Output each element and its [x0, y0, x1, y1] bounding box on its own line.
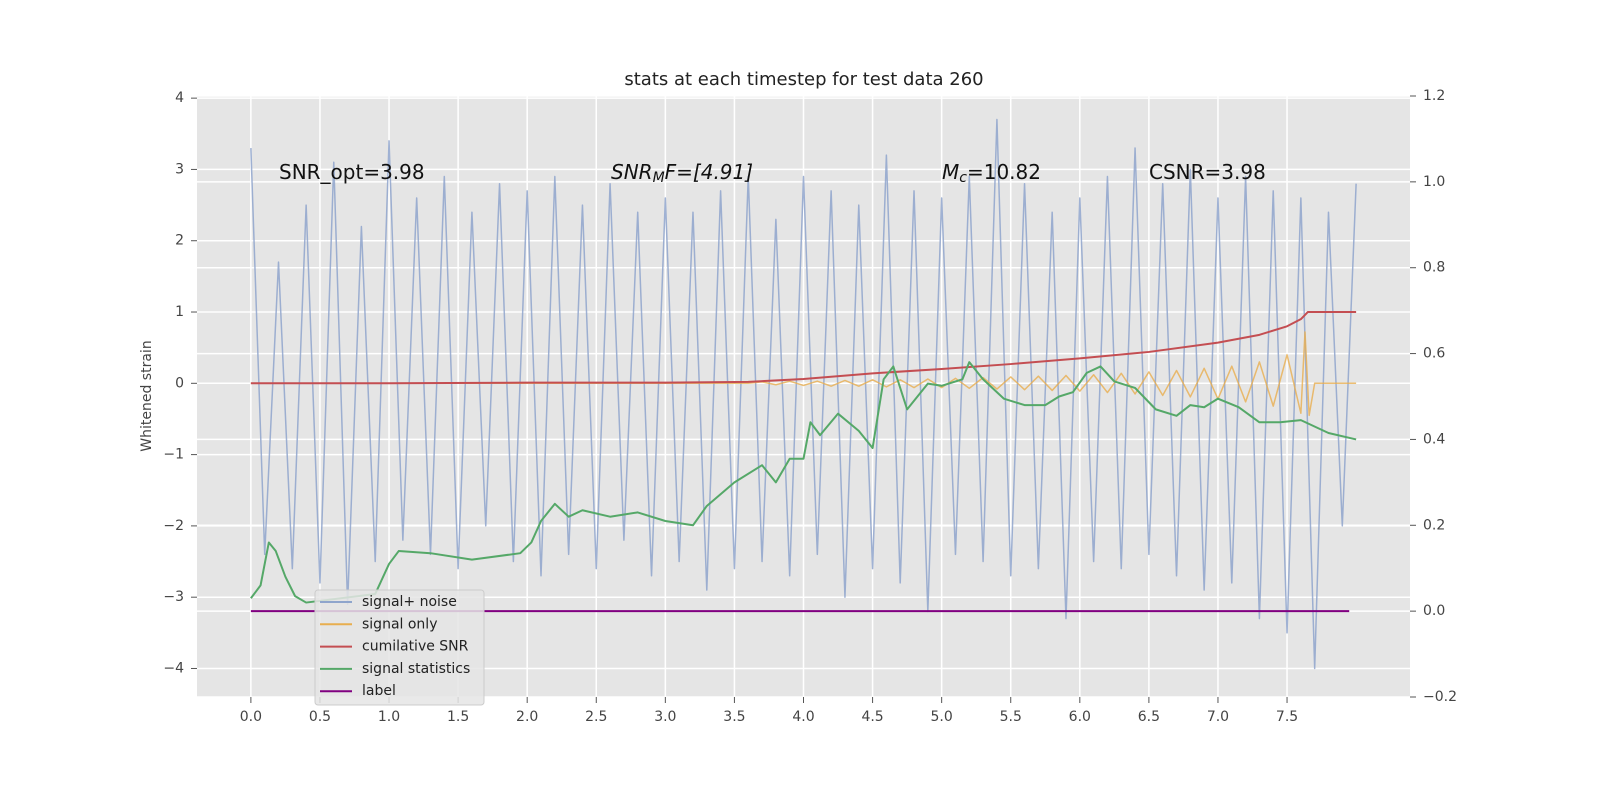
x-tick-label: 1.0 [378, 709, 400, 725]
annotations: SNR_opt=3.98 SNRMF=[4.91] Mc=10.82 CSNR=3.9… [279, 160, 1266, 187]
series-line [250, 311, 1357, 385]
x-tick-label: 7.0 [1207, 709, 1229, 725]
y-tick-label: 0 [175, 375, 184, 391]
annotation-part: c [959, 170, 967, 186]
y2-tick-label: 0.2 [1423, 517, 1445, 533]
y-tick-label: −4 [163, 660, 184, 676]
annotation: CSNR=3.98 [1149, 160, 1266, 184]
annotation-part: =10.82 [967, 160, 1041, 184]
x-tick-label: 7.5 [1276, 709, 1298, 725]
legend-label: cumilative SNR [362, 639, 469, 655]
y2-tick-label: 0.8 [1423, 260, 1445, 276]
y-tick-label: 4 [175, 90, 184, 106]
annotation: Mc=10.82 [942, 160, 1041, 187]
legend-label: signal only [362, 616, 437, 632]
y2-tick-label: 1.0 [1423, 174, 1445, 190]
x-tick-label: 2.0 [516, 709, 538, 725]
legend-box [314, 589, 485, 706]
x-tick-label: 4.5 [861, 709, 883, 725]
y-tick-label: 3 [175, 161, 184, 177]
y2-tick-label: −0.2 [1423, 689, 1457, 705]
annotation-part: F=[4.91] [665, 160, 753, 184]
annotation-part: SNR [611, 160, 653, 184]
y-axis-label: Whitened strain [139, 340, 155, 451]
annotation-part: CSNR=3.98 [1149, 160, 1266, 184]
legend-label: label [362, 683, 396, 699]
annotation-part: M [942, 160, 959, 184]
x-tick-label: 2.5 [585, 709, 607, 725]
chart-title: stats at each timestep for test data 260 [624, 69, 983, 90]
y-tick-label: 2 [175, 233, 184, 249]
y-tick-label: −2 [163, 518, 184, 534]
x-tick-label: 6.5 [1138, 709, 1160, 725]
series-line [250, 331, 1357, 417]
legend: signal+ noise signal only cumilative SNR si… [314, 589, 485, 706]
annotation-part: SNR_opt=3.98 [279, 160, 425, 184]
x-tick-label: 4.0 [792, 709, 814, 725]
series-line [250, 361, 1357, 604]
legend-label: signal+ noise [362, 594, 457, 610]
y2-tick-label: 0.0 [1423, 603, 1445, 619]
legend-label: signal statistics [362, 661, 470, 677]
y-tick-label: −3 [163, 589, 184, 605]
y2-tick-label: 1.2 [1423, 88, 1445, 104]
x-tick-label: 3.5 [723, 709, 745, 725]
annotation: SNRMF=[4.91] [611, 160, 753, 187]
x-tick-label: 3.0 [654, 709, 676, 725]
y2-tick-label: 0.4 [1423, 431, 1445, 447]
x-tick-label: 5.5 [1000, 709, 1022, 725]
x-tick-label: 6.0 [1069, 709, 1091, 725]
y-tick-label: 1 [175, 304, 184, 320]
x-tick-label: 0.0 [240, 709, 262, 725]
x-tick-label: 5.0 [931, 709, 953, 725]
annotation-part: M [653, 170, 665, 186]
y2-tick-label: 0.6 [1423, 346, 1445, 362]
annotation: SNR_opt=3.98 [279, 160, 425, 184]
series-line [250, 118, 1357, 670]
x-tick-label: 1.5 [447, 709, 469, 725]
y-tick-label: −1 [163, 447, 184, 463]
x-tick-label: 0.5 [309, 709, 331, 725]
axes: 0.0 0.5 1.0 1.5 2.0 2.5 3.0 3.5 4.0 4.5 5.0 5.5 6.0 6… [163, 88, 1457, 725]
